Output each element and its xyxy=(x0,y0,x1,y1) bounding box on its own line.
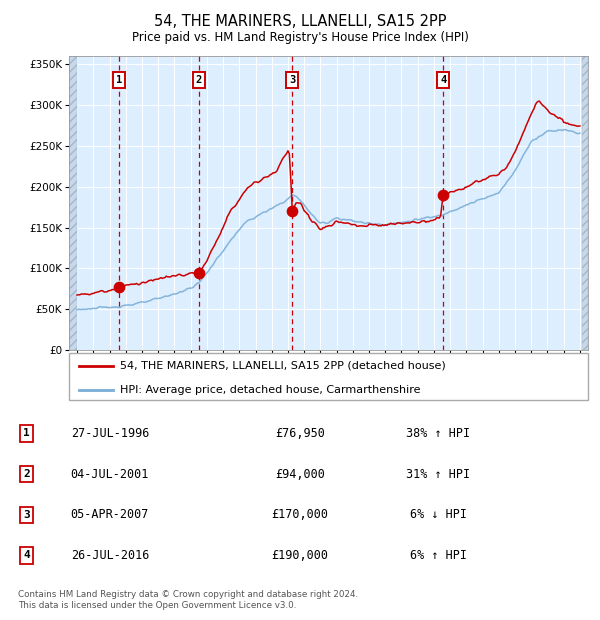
Text: 54, THE MARINERS, LLANELLI, SA15 2PP (detached house): 54, THE MARINERS, LLANELLI, SA15 2PP (de… xyxy=(120,361,446,371)
Text: £170,000: £170,000 xyxy=(271,508,329,521)
Point xyxy=(114,282,124,292)
Text: 04-JUL-2001: 04-JUL-2001 xyxy=(71,467,149,481)
Text: 1: 1 xyxy=(23,428,30,438)
Text: 6% ↓ HPI: 6% ↓ HPI xyxy=(410,508,467,521)
Text: 31% ↑ HPI: 31% ↑ HPI xyxy=(406,467,470,481)
Text: 4: 4 xyxy=(440,76,446,86)
FancyBboxPatch shape xyxy=(69,353,588,400)
Text: 2: 2 xyxy=(196,76,202,86)
Text: 3: 3 xyxy=(23,510,30,520)
Point xyxy=(287,206,297,216)
Text: 6% ↑ HPI: 6% ↑ HPI xyxy=(410,549,467,562)
Text: 3: 3 xyxy=(289,76,295,86)
Bar xyxy=(581,56,588,350)
Text: 2: 2 xyxy=(23,469,30,479)
Text: 4: 4 xyxy=(23,551,30,560)
Text: 05-APR-2007: 05-APR-2007 xyxy=(71,508,149,521)
Bar xyxy=(69,56,77,350)
Text: Contains HM Land Registry data © Crown copyright and database right 2024.: Contains HM Land Registry data © Crown c… xyxy=(18,590,358,600)
Text: 1: 1 xyxy=(116,76,122,86)
Text: 54, THE MARINERS, LLANELLI, SA15 2PP: 54, THE MARINERS, LLANELLI, SA15 2PP xyxy=(154,14,446,29)
Text: £76,950: £76,950 xyxy=(275,427,325,440)
Text: 26-JUL-2016: 26-JUL-2016 xyxy=(71,549,149,562)
Text: 38% ↑ HPI: 38% ↑ HPI xyxy=(406,427,470,440)
Point xyxy=(194,268,204,278)
Text: Price paid vs. HM Land Registry's House Price Index (HPI): Price paid vs. HM Land Registry's House … xyxy=(131,31,469,43)
Text: This data is licensed under the Open Government Licence v3.0.: This data is licensed under the Open Gov… xyxy=(18,601,296,611)
Point xyxy=(439,190,448,200)
Text: £190,000: £190,000 xyxy=(271,549,329,562)
Text: HPI: Average price, detached house, Carmarthenshire: HPI: Average price, detached house, Carm… xyxy=(120,384,421,395)
Text: £94,000: £94,000 xyxy=(275,467,325,481)
Text: 27-JUL-1996: 27-JUL-1996 xyxy=(71,427,149,440)
